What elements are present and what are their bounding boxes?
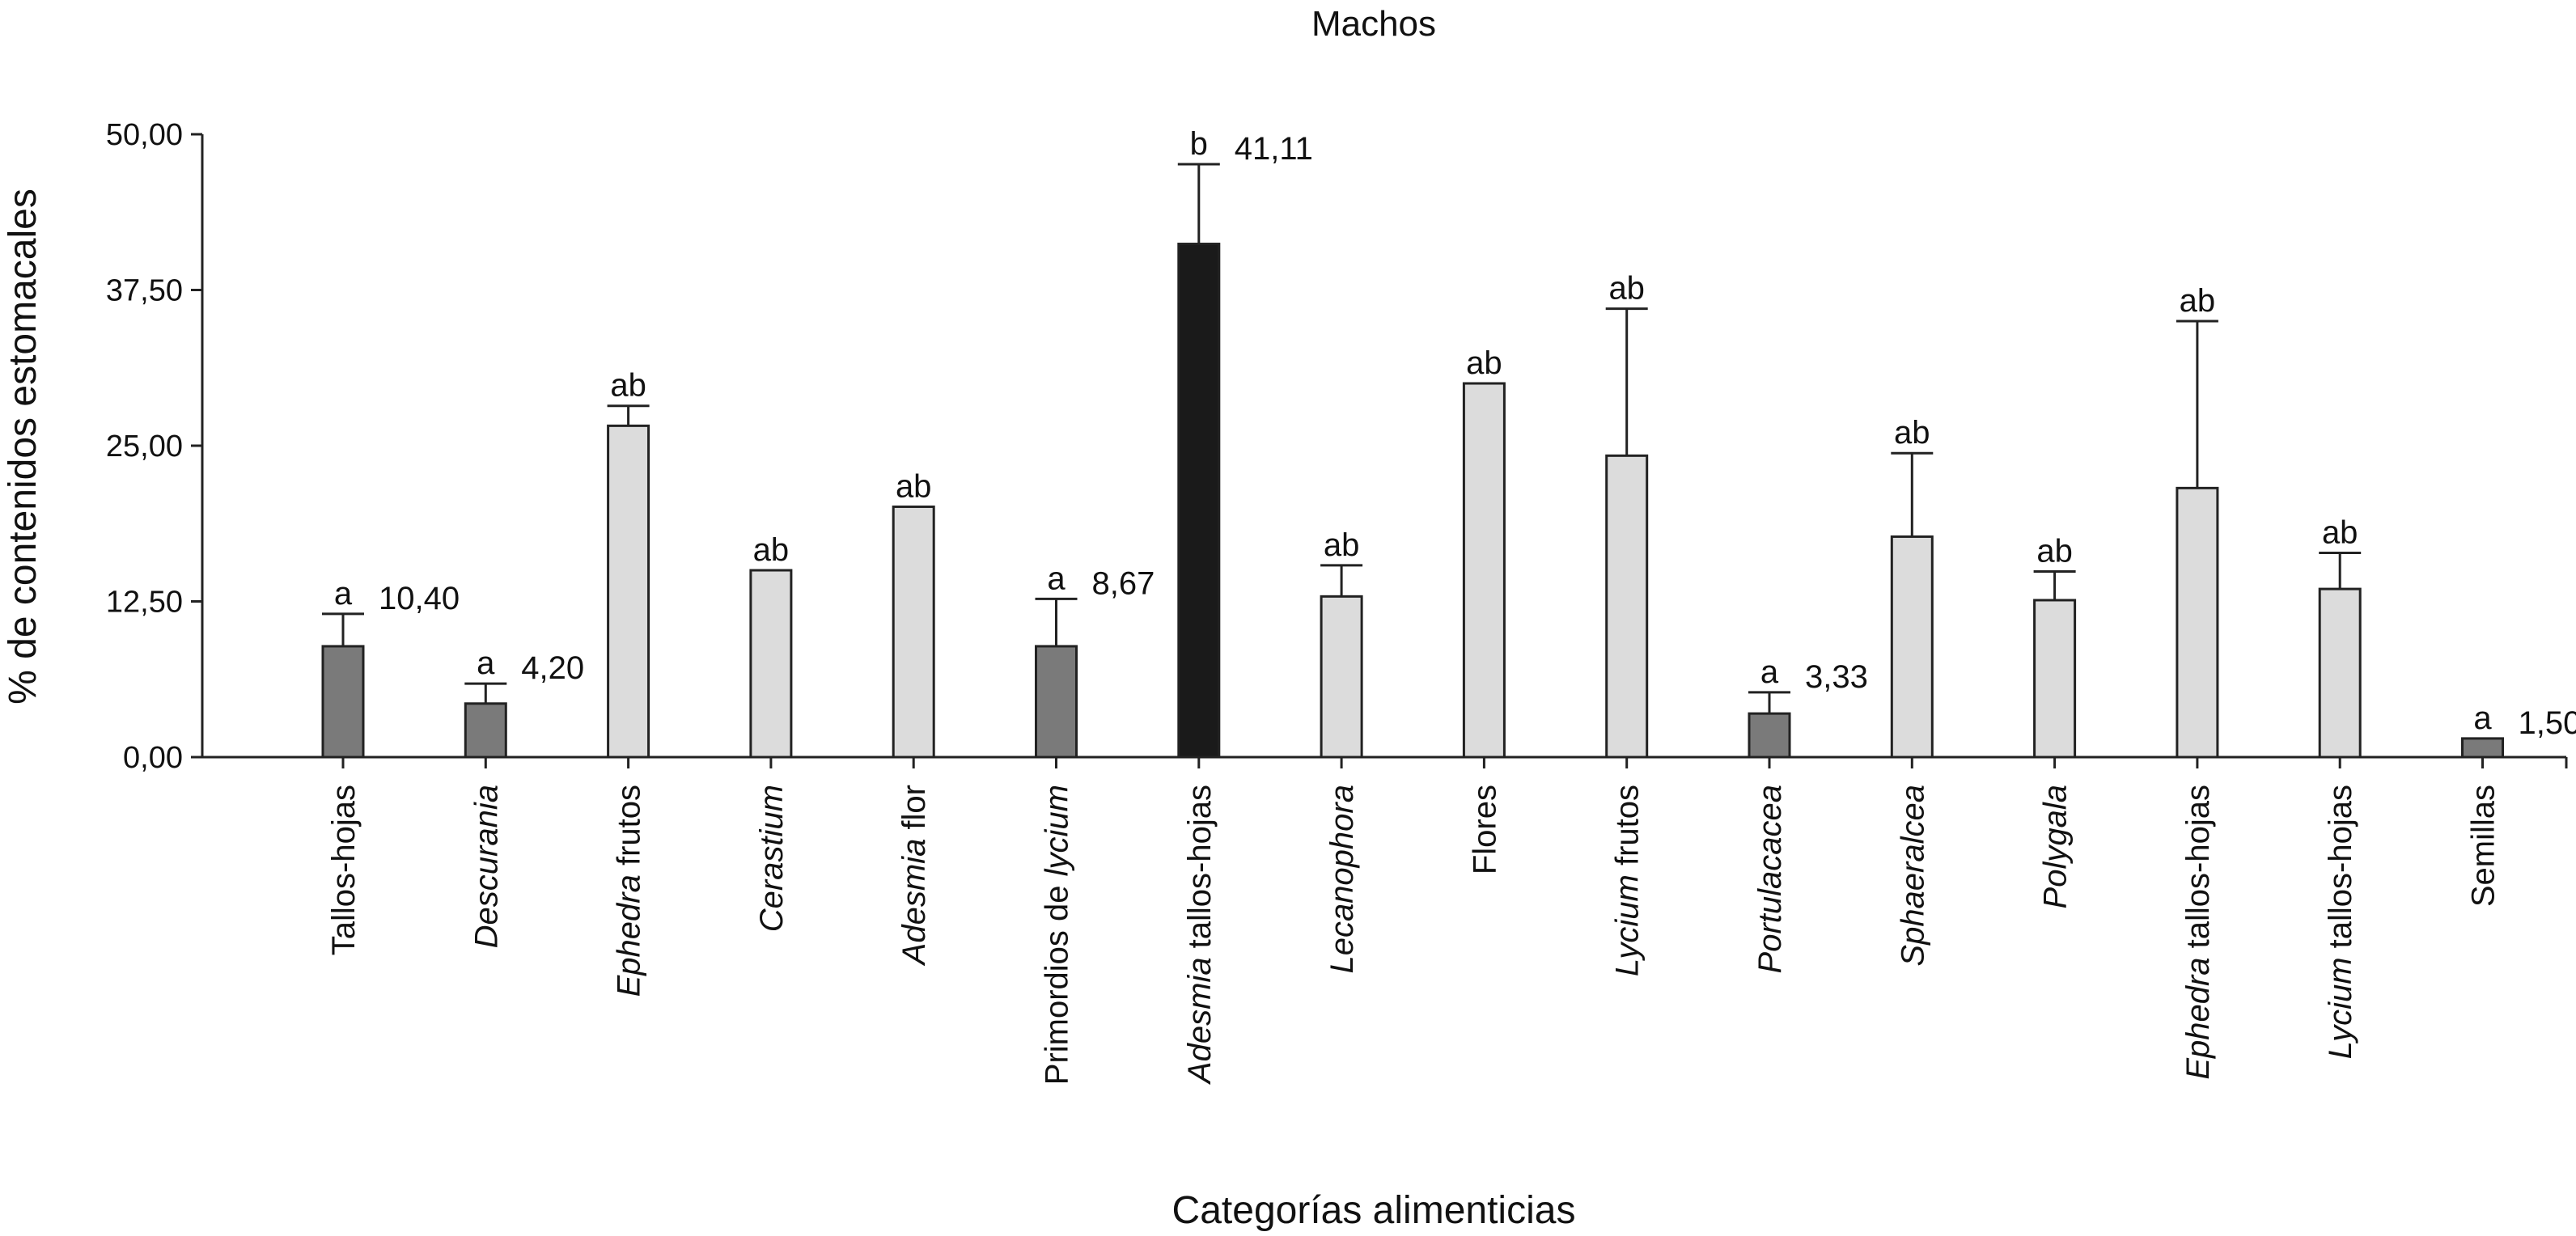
bar <box>1177 243 1221 759</box>
significance-letter: b <box>1190 126 1208 162</box>
significance-letter: ab <box>2036 534 2073 569</box>
significance-letter: a <box>1760 654 1779 690</box>
bars: a 10,40 a 4,20 ab ab ab a 8,67 b 41,11 ab ab ab a 3,33 a… <box>321 126 2576 759</box>
bar <box>321 645 365 759</box>
chart-title: Machos <box>1311 4 1436 44</box>
x-tick-label: Descurania <box>468 785 504 948</box>
x-tick-labels: Tallos-hojas Descurania Ephedra frutos Cera… <box>326 785 2502 1085</box>
x-tick-label: Portulacacea <box>1752 785 1788 973</box>
y-tick-label: 50,00 <box>106 118 183 152</box>
significance-letter: ab <box>1608 271 1645 307</box>
x-tick-label: Lycium frutos <box>1610 785 1646 976</box>
bar <box>2461 737 2504 759</box>
significance-letter: ab <box>1466 345 1502 381</box>
x-axis-title: Categorías alimenticias <box>1172 1189 1576 1232</box>
x-tick-label: Semillas <box>2466 785 2502 907</box>
bar <box>1035 645 1078 759</box>
bar <box>1748 712 1791 759</box>
x-tick-label: Sphaeralcea <box>1895 785 1930 967</box>
y-axis-title: % de contenidos estomacales <box>2 188 44 705</box>
bar <box>2176 486 2219 759</box>
bar <box>1605 454 1649 759</box>
x-tick-label: Ephedra frutos <box>612 785 647 997</box>
bar <box>464 702 507 759</box>
y-tick-label: 25,00 <box>106 430 183 464</box>
data-label: 8,67 <box>1092 565 1155 601</box>
significance-letter: ab <box>1324 527 1360 563</box>
x-tick-label: Lecanophora <box>1324 785 1360 974</box>
significance-letter: a <box>334 576 353 612</box>
bar <box>1890 535 1934 759</box>
bar <box>892 505 935 759</box>
y-tick-label: 0,00 <box>123 741 183 775</box>
x-tick-label: Primordios de lycium <box>1040 785 1075 1085</box>
bar <box>607 424 650 759</box>
significance-letter: ab <box>2180 283 2216 319</box>
bar <box>2318 587 2362 759</box>
x-tick-label: Adesmia tallos-hojas <box>1182 785 1218 1085</box>
y-axis: 0,00 12,50 25,00 37,50 50,00 <box>106 118 204 775</box>
data-label: 3,33 <box>1805 659 1868 695</box>
y-tick-label: 12,50 <box>106 586 183 620</box>
significance-letter: ab <box>896 468 932 504</box>
bar <box>1320 595 1363 759</box>
significance-letter: a <box>477 646 495 681</box>
bar <box>1462 382 1506 759</box>
x-tick-label: Tallos-hojas <box>326 785 362 955</box>
significance-letter: ab <box>2322 514 2358 550</box>
significance-letter: ab <box>610 368 646 404</box>
x-tick-label: Lycium tallos-hojas <box>2323 785 2358 1059</box>
x-tick-label: Flores <box>1467 785 1502 874</box>
bar <box>749 569 793 759</box>
data-label: 1,50 <box>2519 705 2576 741</box>
x-tick-label: Polygala <box>2038 785 2074 908</box>
x-tick-label: Ephedra tallos-hojas <box>2180 785 2216 1080</box>
data-label: 4,20 <box>521 650 584 686</box>
significance-letter: a <box>1047 561 1066 596</box>
y-tick-label: 37,50 <box>106 274 183 308</box>
bar <box>2033 599 2077 759</box>
significance-letter: ab <box>753 532 790 568</box>
data-label: 10,40 <box>379 581 460 616</box>
x-tick-label: Adesmia flor <box>896 785 932 966</box>
data-label: 41,11 <box>1235 131 1313 167</box>
significance-letter: ab <box>1894 415 1930 451</box>
significance-letter: a <box>2473 701 2492 736</box>
x-axis <box>202 756 2568 768</box>
x-tick-label: Cerastium <box>754 785 790 932</box>
